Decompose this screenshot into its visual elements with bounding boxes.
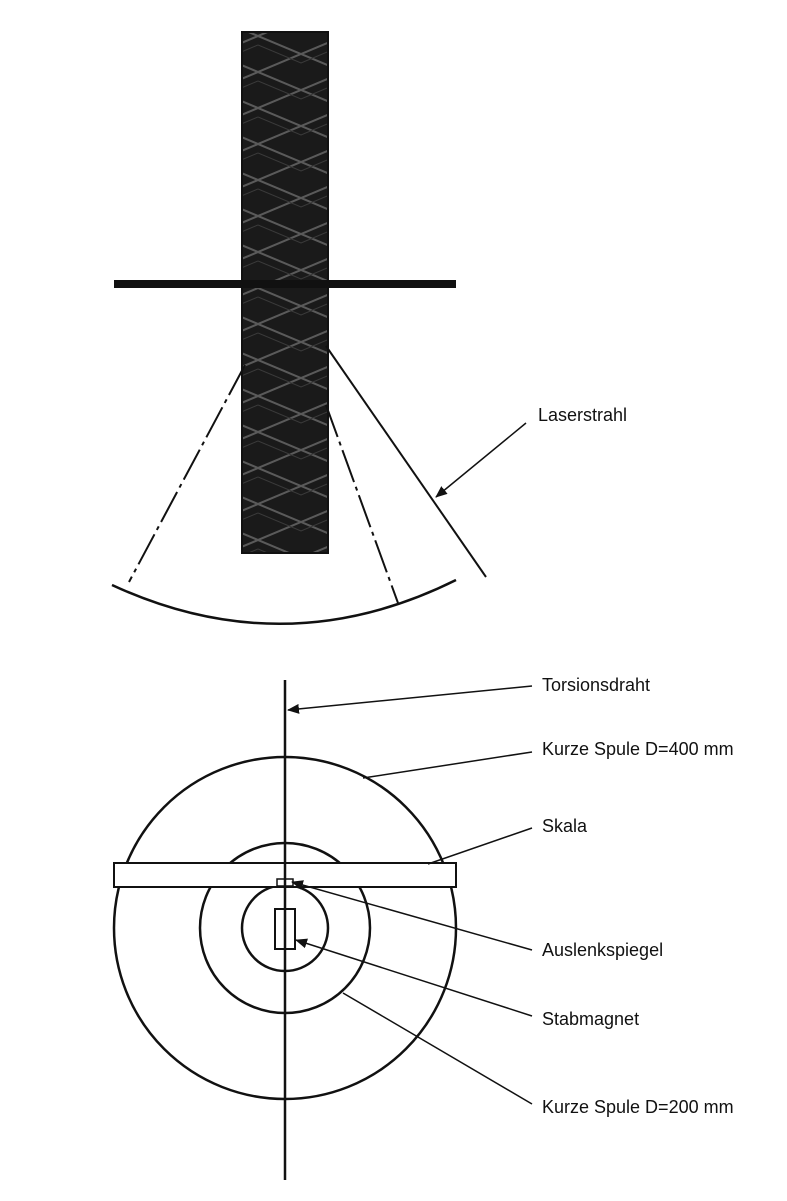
coil-small-label: Kurze Spule D=200 mm xyxy=(542,1097,734,1117)
coil-large-leader xyxy=(362,751,533,779)
laser-beam-label: Laserstrahl xyxy=(538,405,627,425)
mirror-leader xyxy=(291,880,533,951)
scale-leader xyxy=(427,827,533,865)
top-view: Torsionsdraht Kurze Spule D=400 mm Skala… xyxy=(112,675,734,1180)
side-view: Laserstrahl xyxy=(111,31,627,625)
coil-side-view xyxy=(242,32,328,553)
coil-side-view-outline xyxy=(241,31,329,554)
screen-arc xyxy=(111,578,457,625)
laser-beam-leader xyxy=(435,422,527,498)
beam-right-dashdot xyxy=(325,404,399,604)
scale-bar-side-view xyxy=(114,280,456,288)
scale-label: Skala xyxy=(542,816,588,836)
coil-small-leader xyxy=(342,992,533,1105)
torsion-wire-label: Torsionsdraht xyxy=(542,675,650,695)
beam-left-dashdot xyxy=(128,364,246,583)
coil-large-label: Kurze Spule D=400 mm xyxy=(542,739,734,759)
bar-magnet-leader xyxy=(295,938,533,1017)
torsion-wire-leader xyxy=(287,685,533,714)
laser-beam-line xyxy=(325,345,487,578)
bar-magnet-label: Stabmagnet xyxy=(542,1009,639,1029)
mirror-label: Auslenkspiegel xyxy=(542,940,663,960)
